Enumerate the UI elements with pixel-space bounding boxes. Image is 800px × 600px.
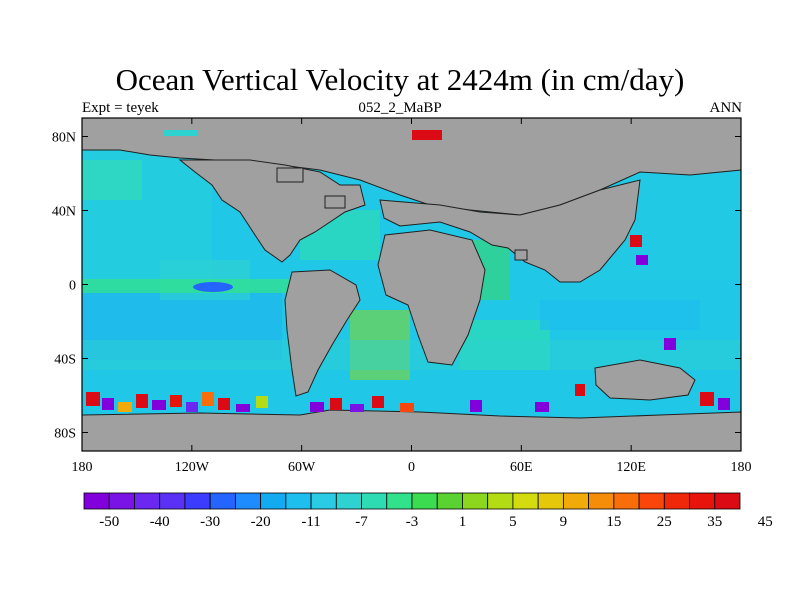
north-island xyxy=(276,167,304,183)
colorbar-label: -3 xyxy=(406,514,419,530)
chart-title: Ocean Vertical Velocity at 2424m (in cm/… xyxy=(115,62,685,97)
lat-tick-label: 40N xyxy=(52,205,76,220)
colorbar-swatch xyxy=(562,492,590,510)
colorbar-swatch xyxy=(386,492,413,510)
colorbar-label: 1 xyxy=(459,514,467,530)
north-island-2 xyxy=(324,195,346,209)
eurasia xyxy=(379,179,641,283)
australia xyxy=(594,359,696,401)
colorbar-label: 25 xyxy=(657,514,672,530)
lat-tick-label: 80S xyxy=(54,427,76,442)
colorbar-swatch xyxy=(335,492,362,510)
case-label: 052_2_MaBP xyxy=(358,100,442,116)
colorbar-swatch xyxy=(588,492,615,510)
colorbar-swatch xyxy=(663,492,690,510)
colorbar-label: 45 xyxy=(758,514,773,530)
colorbar-swatch xyxy=(436,492,463,510)
equatorial-low xyxy=(193,282,233,292)
colorbar-swatch xyxy=(537,492,564,510)
north-island-3 xyxy=(514,249,528,261)
colorbar-swatch xyxy=(285,492,312,510)
colorbar-label: 9 xyxy=(560,514,568,530)
colorbar-label: -40 xyxy=(150,514,170,530)
lon-tick-label: 60E xyxy=(510,460,533,475)
season-label: ANN xyxy=(709,100,743,116)
lon-tick-label: 180 xyxy=(731,460,752,475)
land-masses xyxy=(81,117,742,452)
equatorial-band xyxy=(82,279,292,293)
lat-tick-label: 0 xyxy=(69,279,76,294)
colorbar-label: -50 xyxy=(99,514,119,530)
colorbar-swatch xyxy=(638,492,665,510)
colorbar-swatch xyxy=(361,492,388,510)
colorbar-label: -7 xyxy=(355,514,368,530)
lon-tick-label: 120E xyxy=(616,460,646,475)
colorbar-swatch xyxy=(462,492,489,510)
colorbar-boxes xyxy=(83,492,741,510)
north-america xyxy=(178,159,366,263)
colorbar-swatch xyxy=(159,492,186,510)
colorbar-label: 5 xyxy=(509,514,517,530)
colorbar-labels: -50 -40 -30 -20 -11 -7 -3 1 5 9 15 25 35 45 xyxy=(99,514,773,530)
colorbar-swatch xyxy=(108,492,135,510)
colorbar-swatch xyxy=(613,492,640,510)
colorbar-label: -30 xyxy=(200,514,220,530)
colorbar-swatch xyxy=(134,492,161,510)
colorbar-swatch xyxy=(487,492,514,510)
southern-ocean-extremes xyxy=(86,130,730,412)
experiment-label: Expt = teyek xyxy=(82,100,159,116)
colorbar-swatch xyxy=(310,492,337,510)
lat-tick-label: 40S xyxy=(54,353,76,368)
lon-tick-label: 180 xyxy=(72,460,93,475)
colorbar-label: -11 xyxy=(301,514,320,530)
colorbar-label: 35 xyxy=(707,514,722,530)
colorbar-swatch xyxy=(689,492,716,510)
arctic-landmass xyxy=(81,117,742,216)
lon-tick-label: 0 xyxy=(408,460,415,475)
colorbar-swatch xyxy=(209,492,236,510)
south-america xyxy=(284,269,361,397)
lon-tick-label: 120W xyxy=(175,460,210,475)
colorbar-swatch xyxy=(234,492,262,510)
map-axes: 180 120W 60W 0 60E 120E 180 80N 40N 0 40S 80S xyxy=(52,118,752,475)
colorbar-swatch xyxy=(411,492,438,510)
lat-tick-label: 80N xyxy=(52,131,76,146)
colorbar-label: -20 xyxy=(251,514,271,530)
colorbar-swatch xyxy=(83,492,110,510)
colorbar-swatch xyxy=(714,492,741,510)
colorbar-swatch xyxy=(260,492,287,510)
colorbar-label: 15 xyxy=(606,514,621,530)
africa xyxy=(377,229,486,366)
lon-tick-label: 60W xyxy=(288,460,316,475)
colorbar-swatch xyxy=(184,492,211,510)
colorbar-swatch xyxy=(512,492,539,510)
